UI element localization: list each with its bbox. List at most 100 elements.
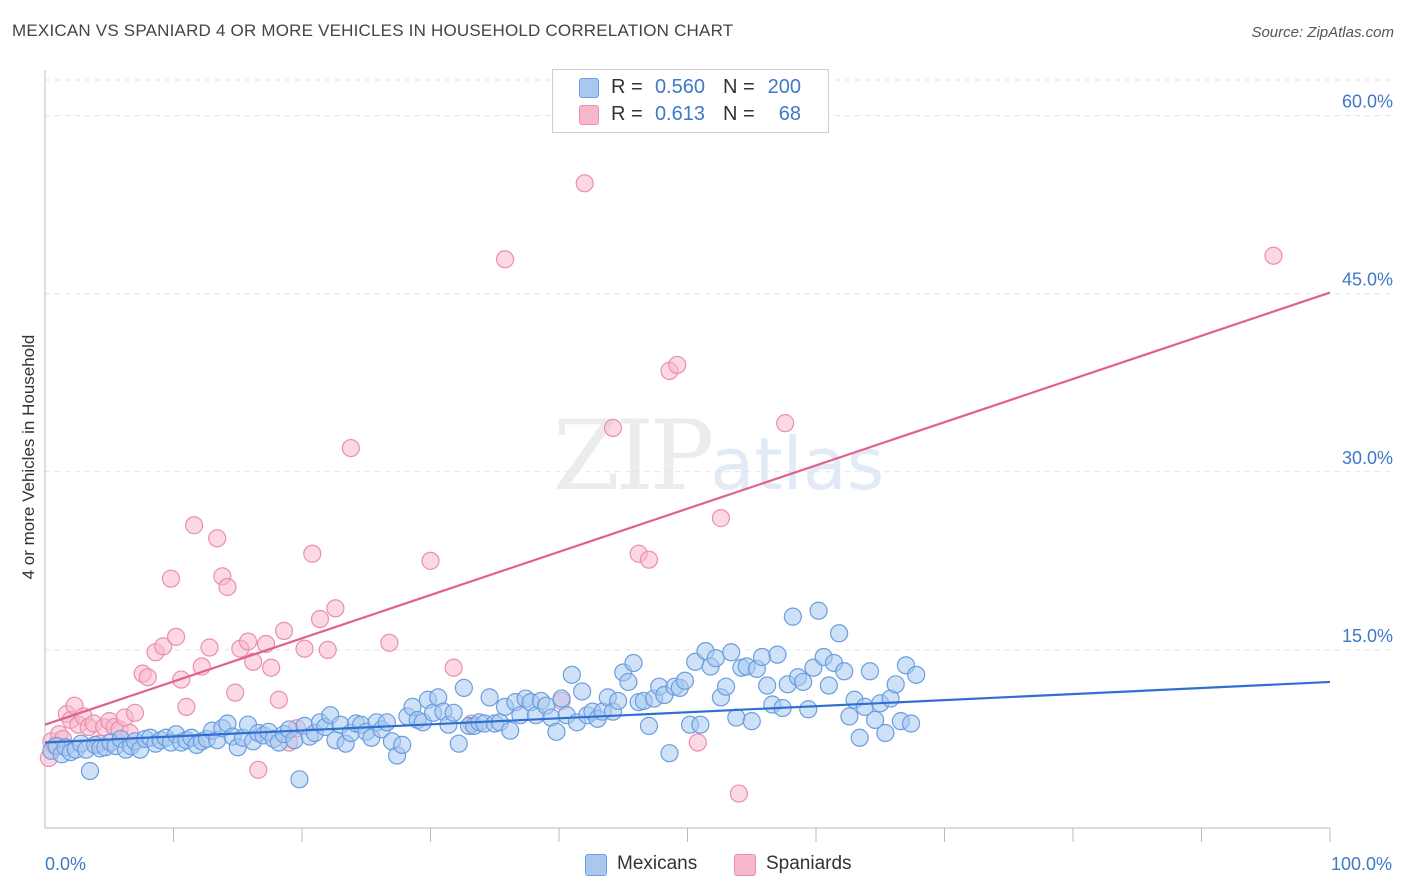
data-point: [876, 723, 895, 743]
spaniards-swatch: [734, 854, 756, 876]
legend-r-label: R =: [611, 103, 643, 125]
data-point: [552, 689, 571, 708]
data-point: [249, 760, 268, 779]
data-point: [819, 676, 838, 695]
data-point: [794, 672, 813, 692]
data-point: [421, 551, 440, 570]
data-point: [218, 577, 237, 597]
data-point: [377, 713, 396, 732]
data-point: [722, 643, 741, 662]
bottom-legend: Mexicans Spaniards: [0, 852, 1406, 878]
data-point: [729, 784, 749, 803]
data-point: [758, 676, 777, 695]
data-point: [290, 770, 309, 789]
data-point: [603, 418, 623, 437]
gridlines: [45, 79, 1390, 651]
data-point: [866, 710, 885, 730]
legend-n-label: N =: [723, 103, 755, 125]
data-point: [768, 645, 787, 664]
data-point: [706, 649, 725, 668]
legend-n-label: N =: [723, 76, 755, 98]
data-point: [244, 652, 263, 671]
data-point: [80, 761, 100, 781]
legend-row-spaniards: R = 0.613 N = 68: [553, 102, 828, 128]
data-point: [138, 668, 157, 687]
data-point: [639, 716, 659, 735]
mexicans-swatch: [585, 854, 607, 876]
data-point: [200, 638, 219, 657]
data-point: [776, 414, 795, 433]
data-point: [830, 624, 849, 643]
legend-swatch-mexicans: [579, 78, 599, 98]
data-point: [886, 675, 905, 694]
x-ticks: [173, 828, 1331, 842]
data-point: [752, 647, 772, 667]
legend-r-value: 0.560: [654, 76, 705, 98]
chart-title: MEXICAN VS SPANIARD 4 OR MORE VEHICLES I…: [12, 21, 734, 40]
data-point: [444, 658, 463, 677]
data-point: [840, 707, 859, 726]
data-point: [310, 609, 330, 629]
x-tick-label-max: 100.0%: [1331, 854, 1392, 874]
data-point: [660, 744, 679, 763]
data-point: [393, 735, 412, 754]
y-tick-label: 15.0%: [1342, 626, 1393, 646]
data-point: [688, 733, 707, 752]
legend-r-value: 0.613: [654, 103, 705, 125]
y-tick-label: 60.0%: [1342, 92, 1393, 112]
data-point: [161, 569, 181, 588]
trend-lines: [44, 291, 1331, 744]
spaniards-label: Spaniards: [766, 853, 852, 874]
data-point: [624, 653, 643, 673]
data-point: [269, 690, 288, 709]
data-point: [177, 697, 196, 716]
data-point: [562, 665, 581, 684]
data-point: [575, 174, 594, 193]
axes: [44, 70, 1330, 829]
data-point: [691, 715, 710, 734]
data-point: [675, 671, 695, 690]
legend-n-value: 68: [778, 103, 801, 125]
watermark: ZIPatlas: [553, 400, 884, 512]
data-point: [380, 633, 399, 652]
data-point: [547, 722, 566, 741]
spaniards-series: [39, 174, 1283, 803]
data-point: [716, 677, 736, 696]
x-tick-label-min: 0.0%: [45, 854, 86, 874]
data-point: [860, 662, 880, 681]
data-point: [449, 734, 468, 753]
data-point: [495, 250, 515, 269]
mexicans-label: Mexicans: [617, 853, 698, 874]
data-point: [850, 728, 869, 747]
data-point: [639, 550, 659, 569]
data-point: [274, 621, 294, 641]
data-point: [1264, 246, 1283, 265]
data-point: [166, 627, 186, 646]
data-point: [238, 632, 258, 651]
data-point: [341, 438, 360, 458]
data-point: [303, 544, 322, 563]
data-point: [573, 682, 592, 701]
data-point: [609, 691, 628, 711]
data-point: [809, 601, 828, 620]
y-tick-label: 30.0%: [1342, 448, 1393, 468]
y-tick-label: 45.0%: [1342, 270, 1393, 290]
data-point: [742, 712, 761, 731]
legend-n-value: 200: [767, 76, 801, 98]
data-point: [799, 700, 818, 719]
source-label: Source: ZipAtlas.com: [1251, 24, 1394, 41]
data-point: [184, 516, 204, 535]
data-point: [444, 703, 463, 722]
data-point: [480, 688, 499, 707]
data-point: [318, 640, 337, 660]
data-point: [907, 665, 926, 684]
legend-row-mexicans: R = 0.560 N = 200: [553, 75, 828, 101]
y-axis-label: 4 or more Vehicles in Household: [19, 335, 38, 580]
mexicans-trend-line: [44, 680, 1331, 744]
legend-r-label: R =: [611, 76, 643, 98]
watermark-zip: ZIP: [553, 400, 714, 512]
data-point: [226, 683, 245, 702]
legend-swatch-spaniards: [579, 105, 599, 125]
data-point: [619, 672, 638, 692]
